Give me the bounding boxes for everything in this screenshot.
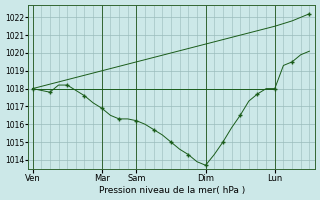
X-axis label: Pression niveau de la mer( hPa ): Pression niveau de la mer( hPa ) (99, 186, 245, 195)
